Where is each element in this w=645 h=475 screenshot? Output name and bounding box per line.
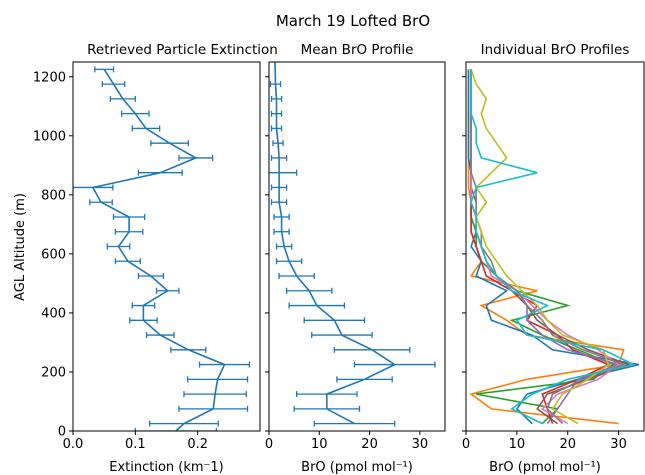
y-tick-label-3: 600 <box>41 247 66 262</box>
x-axis-label: BrO (pmol mol⁻¹) <box>489 460 601 475</box>
panel-title: Mean BrO Profile <box>301 42 414 58</box>
profile-line <box>91 68 226 431</box>
plot-area <box>269 62 436 427</box>
plot-area <box>73 66 251 431</box>
x-tick-label-2: 20 <box>361 437 378 452</box>
y-tick-label-1: 200 <box>41 365 66 380</box>
x-tick-label-0: 0 <box>265 437 273 452</box>
chart-panels: 0.0 0.1 0.2020040060080010001200Retrieved … <box>33 42 645 475</box>
chart-suptitle: March 19 Lofted BrO <box>276 12 430 30</box>
series-line-3 <box>470 69 616 425</box>
x-tick-label-0: 0.0 <box>63 437 84 452</box>
panel-title: Individual BrO Profiles <box>481 42 630 58</box>
x-tick-label-1: 0.1 <box>125 437 146 452</box>
x-tick-label-1: 10 <box>311 437 328 452</box>
plot-area <box>467 69 640 425</box>
axes-frame <box>465 61 645 432</box>
x-tick-label-3: 30 <box>610 437 627 452</box>
series-line-2 <box>467 69 640 425</box>
axes-frame <box>268 61 446 432</box>
x-tick-label-2: 0.2 <box>187 437 208 452</box>
x-axis-label: Extinction (km⁻1) <box>109 460 224 475</box>
y-tick-label-2: 400 <box>41 306 66 321</box>
panel-3: 0 10 20 30 Individual BrO Profiles BrO (pmol … <box>462 42 645 475</box>
x-tick-label-3: 30 <box>412 437 429 452</box>
y-tick-label-5: 1000 <box>33 129 66 144</box>
error-bars <box>269 81 436 427</box>
x-tick-label-0: 0 <box>462 437 470 452</box>
panel-2: 0 10 20 30 Mean BrO Profile BrO (pmol mol⁻¹) <box>265 42 446 475</box>
series-line-4 <box>470 69 611 424</box>
x-axis-label: BrO (pmol mol⁻¹) <box>301 460 413 475</box>
x-tick-label-2: 20 <box>559 437 576 452</box>
panel-1: 0.0 0.1 0.2 0 200 400 600 800 1000 1200 Retrieved … <box>33 42 278 475</box>
series-line-9 <box>470 69 610 425</box>
error-bars <box>73 66 251 431</box>
y-tick-label-6: 1200 <box>33 70 66 85</box>
y-axis-label: AGL Altitude (m) <box>13 193 28 301</box>
profile-line <box>274 62 397 425</box>
panel-title: Retrieved Particle Extinction <box>87 42 278 58</box>
y-tick-label-4: 800 <box>41 188 66 203</box>
x-tick-label-1: 10 <box>509 437 526 452</box>
series-line-10 <box>470 69 637 425</box>
y-tick-label-0: 0 <box>58 425 66 440</box>
axes-frame <box>72 61 261 432</box>
